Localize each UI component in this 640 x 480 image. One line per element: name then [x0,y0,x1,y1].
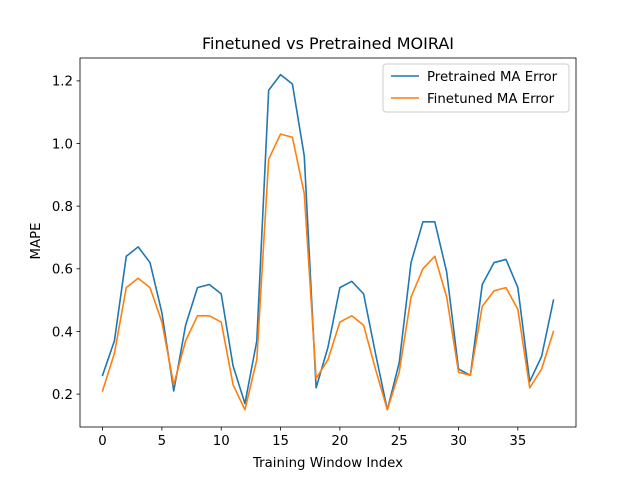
y-tick-label: 1.0 [52,137,73,152]
x-axis-label: Training Window Index [252,456,403,471]
x-tick-label: 20 [331,434,348,449]
x-tick-label: 5 [158,434,166,449]
legend-label-1: Pretrained MA Error [427,70,558,85]
x-tick-label: 10 [213,434,230,449]
x-tick-label: 30 [450,434,467,449]
y-tick-label: 0.2 [52,388,73,403]
legend: Pretrained MA Error Finetuned MA Error [383,64,569,112]
legend-label-2: Finetuned MA Error [427,92,555,107]
y-tick-label: 0.6 [52,263,73,278]
y-axis-label: MAPE [29,223,44,260]
y-tick-label: 0.4 [52,325,73,340]
y-tick-label: 1.2 [52,75,73,90]
x-tick-label: 15 [272,434,289,449]
y-tick-label: 0.8 [52,200,73,215]
x-tick-label: 0 [98,434,106,449]
chart-title: Finetuned vs Pretrained MOIRAI [202,34,454,53]
x-tick-label: 35 [509,434,526,449]
x-tick-label: 25 [391,434,408,449]
